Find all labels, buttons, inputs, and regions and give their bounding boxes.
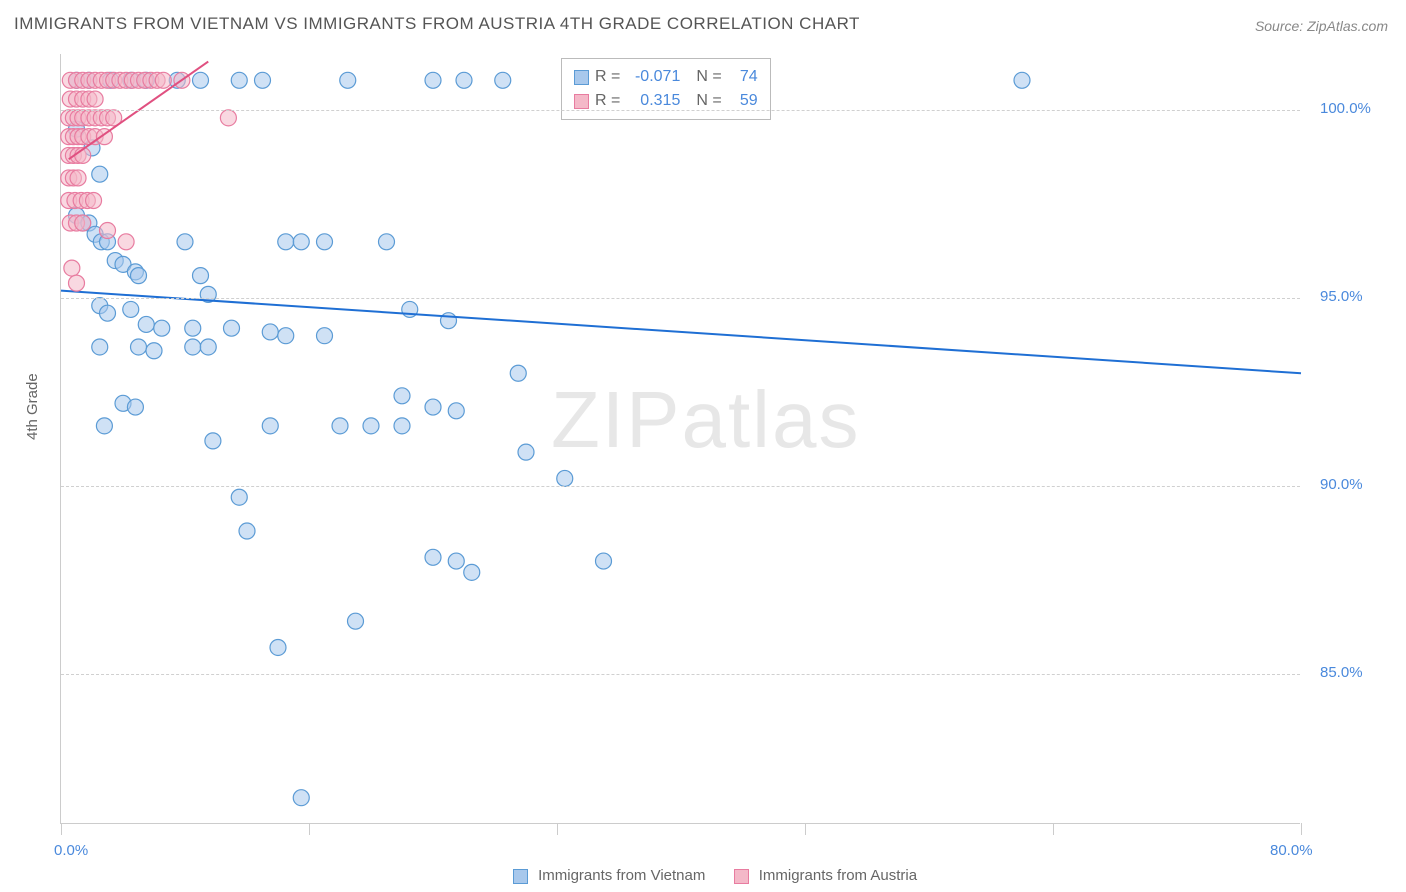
data-point — [87, 91, 103, 107]
data-point — [394, 388, 410, 404]
y-tick-label: 85.0% — [1320, 664, 1363, 681]
data-point — [456, 72, 472, 88]
data-point — [394, 418, 410, 434]
stats-n-label: N = — [696, 65, 721, 89]
source-label: Source: ZipAtlas.com — [1255, 18, 1388, 34]
data-point — [100, 305, 116, 321]
data-point — [100, 223, 116, 239]
data-point — [131, 268, 147, 284]
data-point — [155, 72, 171, 88]
legend-bottom: Immigrants from Vietnam Immigrants from … — [0, 867, 1406, 884]
y-tick-label: 100.0% — [1320, 100, 1371, 117]
y-axis-label: 4th Grade — [24, 373, 41, 440]
y-tick-label: 95.0% — [1320, 288, 1363, 305]
data-point — [239, 523, 255, 539]
data-point — [69, 275, 85, 291]
data-point — [448, 553, 464, 569]
data-point — [185, 320, 201, 336]
data-point — [495, 72, 511, 88]
data-point — [293, 790, 309, 806]
data-point — [262, 418, 278, 434]
data-point — [596, 553, 612, 569]
data-point — [425, 72, 441, 88]
data-point — [70, 170, 86, 186]
data-point — [262, 324, 278, 340]
data-point — [185, 339, 201, 355]
trend-line — [61, 291, 1301, 374]
data-point — [92, 166, 108, 182]
data-point — [293, 234, 309, 250]
data-point — [231, 489, 247, 505]
data-point — [448, 403, 464, 419]
stats-swatch-vietnam — [574, 70, 589, 85]
data-point — [146, 343, 162, 359]
data-point — [205, 433, 221, 449]
data-point — [317, 234, 333, 250]
stats-r-value-vietnam: -0.071 — [626, 65, 680, 89]
x-tick-label: 80.0% — [1270, 842, 1313, 859]
data-point — [348, 613, 364, 629]
data-point — [510, 365, 526, 381]
data-point — [1014, 72, 1030, 88]
data-point — [379, 234, 395, 250]
data-point — [340, 72, 356, 88]
y-tick-label: 90.0% — [1320, 476, 1363, 493]
data-point — [363, 418, 379, 434]
data-point — [96, 418, 112, 434]
legend-label-vietnam: Immigrants from Vietnam — [538, 867, 705, 884]
data-point — [220, 110, 236, 126]
stats-n-value-vietnam: 74 — [728, 65, 758, 89]
data-point — [557, 470, 573, 486]
stats-r-label: R = — [595, 65, 620, 89]
data-point — [86, 192, 102, 208]
data-point — [131, 339, 147, 355]
data-point — [154, 320, 170, 336]
data-point — [138, 316, 154, 332]
legend-label-austria: Immigrants from Austria — [759, 867, 917, 884]
data-point — [278, 328, 294, 344]
data-point — [64, 260, 80, 276]
legend-swatch-austria — [734, 869, 749, 884]
chart-svg — [61, 54, 1300, 823]
data-point — [464, 564, 480, 580]
data-point — [255, 72, 271, 88]
data-point — [193, 72, 209, 88]
chart-title: IMMIGRANTS FROM VIETNAM VS IMMIGRANTS FR… — [14, 14, 860, 34]
data-point — [317, 328, 333, 344]
data-point — [127, 399, 143, 415]
data-point — [177, 234, 193, 250]
plot-area: ZIPatlas R = -0.071 N = 74 R = 0.315 N =… — [60, 54, 1300, 824]
legend-swatch-vietnam — [513, 869, 528, 884]
data-point — [75, 215, 91, 231]
data-point — [224, 320, 240, 336]
data-point — [193, 268, 209, 284]
data-point — [200, 339, 216, 355]
data-point — [518, 444, 534, 460]
data-point — [270, 639, 286, 655]
data-point — [92, 339, 108, 355]
data-point — [123, 301, 139, 317]
data-point — [278, 234, 294, 250]
stats-swatch-austria — [574, 94, 589, 109]
data-point — [118, 234, 134, 250]
stats-row-vietnam: R = -0.071 N = 74 — [574, 65, 758, 89]
x-tick-label: 0.0% — [54, 842, 88, 859]
data-point — [425, 399, 441, 415]
data-point — [425, 549, 441, 565]
data-point — [231, 72, 247, 88]
data-point — [332, 418, 348, 434]
